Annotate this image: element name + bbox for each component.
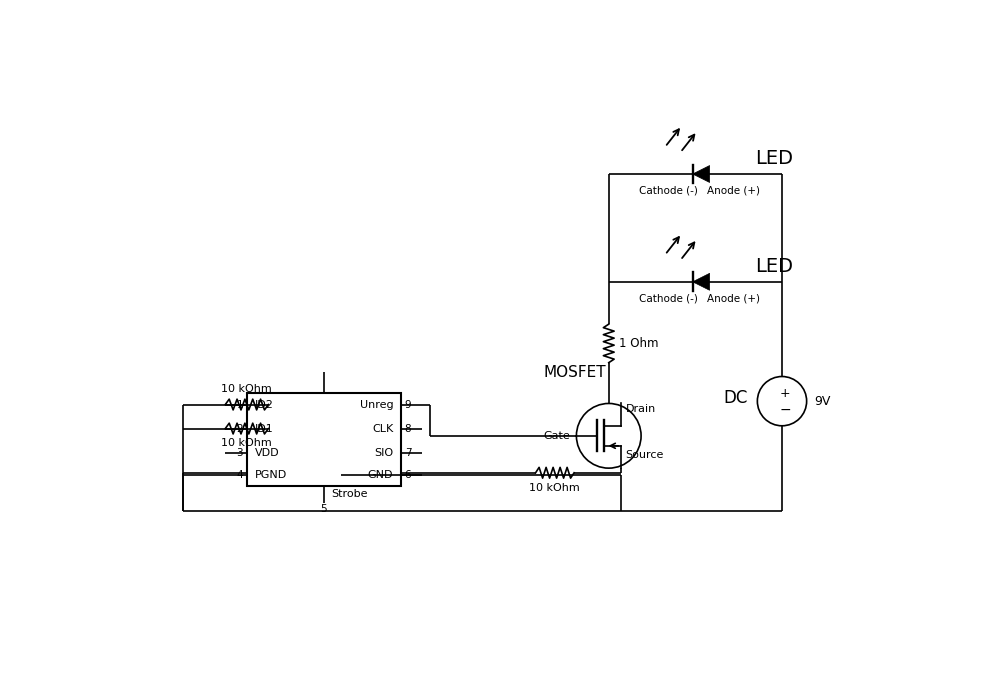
Text: 3: 3 [236,447,243,458]
Text: Gate: Gate [544,431,570,441]
Text: CLK: CLK [372,424,393,434]
Text: 2: 2 [236,424,243,434]
Text: ID1: ID1 [255,424,273,434]
Polygon shape [693,273,710,290]
Text: PGND: PGND [255,470,287,480]
Text: 1: 1 [236,400,243,409]
Bar [247,394,401,486]
Text: 10 kOhm: 10 kOhm [529,483,580,493]
Text: GND: GND [368,470,393,480]
Text: LED: LED [755,256,793,275]
Text: 4: 4 [236,470,243,480]
Text: Cathode (-): Cathode (-) [639,186,698,196]
Text: 6: 6 [405,470,411,480]
Text: 7: 7 [405,447,411,458]
Text: LED: LED [755,149,793,168]
Text: SIO: SIO [374,447,393,458]
Text: Anode (+): Anode (+) [707,186,760,196]
Text: 5: 5 [321,504,327,514]
Text: Unreg: Unreg [360,400,393,409]
Text: VDD: VDD [255,447,279,458]
Text: 9: 9 [405,400,411,409]
Text: +: + [780,387,790,400]
Text: 9V: 9V [814,394,831,407]
Text: Cathode (-): Cathode (-) [639,293,698,303]
Text: Source: Source [626,450,664,460]
Text: MOSFET: MOSFET [543,365,606,380]
Text: 10 kOhm: 10 kOhm [221,384,272,394]
Text: Drain: Drain [626,404,656,414]
Text: ID2: ID2 [255,400,273,409]
Text: 1 Ohm: 1 Ohm [619,337,658,350]
Text: DC: DC [724,389,748,407]
Text: 8: 8 [405,424,411,434]
Polygon shape [693,165,710,182]
Text: 10 kOhm: 10 kOhm [221,438,272,448]
Text: Anode (+): Anode (+) [707,293,760,303]
Text: −: − [779,403,791,417]
Text: Strobe: Strobe [332,489,368,499]
